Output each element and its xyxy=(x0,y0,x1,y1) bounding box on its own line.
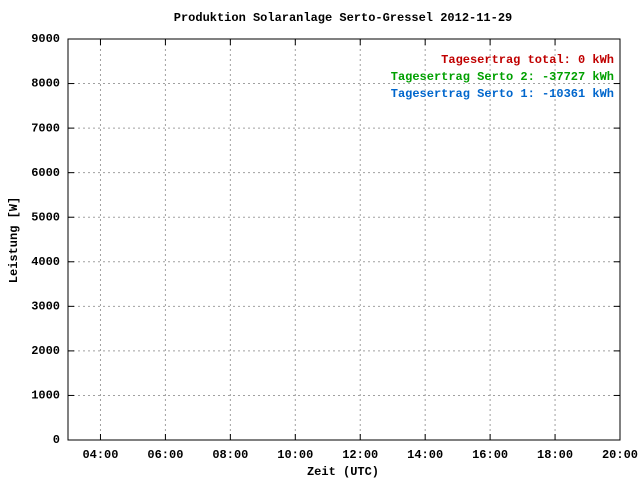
x-tick-label: 04:00 xyxy=(82,448,118,462)
y-tick-label: 6000 xyxy=(31,166,60,180)
y-tick-label: 7000 xyxy=(31,121,60,135)
legend-entry: Tagesertrag total: 0 kWh xyxy=(441,53,614,67)
chart-title: Produktion Solaranlage Serto-Gressel 201… xyxy=(174,11,512,25)
y-tick-label: 5000 xyxy=(31,210,60,224)
x-tick-label: 12:00 xyxy=(342,448,378,462)
x-tick-label: 14:00 xyxy=(407,448,443,462)
x-axis-label: Zeit (UTC) xyxy=(307,465,379,479)
y-tick-label: 3000 xyxy=(31,300,60,314)
x-tick-label: 16:00 xyxy=(472,448,508,462)
legend-entry: Tagesertrag Serto 2: -37727 kWh xyxy=(391,70,614,84)
y-tick-label: 4000 xyxy=(31,255,60,269)
y-tick-label: 2000 xyxy=(31,344,60,358)
y-tick-label: 0 xyxy=(53,433,60,447)
y-tick-label: 8000 xyxy=(31,77,60,91)
y-tick-label: 9000 xyxy=(31,32,60,46)
y-tick-label: 1000 xyxy=(31,389,60,403)
x-tick-label: 20:00 xyxy=(602,448,638,462)
plot-frame xyxy=(67,38,621,441)
x-tick-label: 10:00 xyxy=(277,448,313,462)
legend-entry: Tagesertrag Serto 1: -10361 kWh xyxy=(391,87,614,101)
x-tick-label: 06:00 xyxy=(147,448,183,462)
x-tick-label: 18:00 xyxy=(537,448,573,462)
y-axis-label: Leistung [W] xyxy=(7,197,21,283)
x-tick-label: 08:00 xyxy=(212,448,248,462)
